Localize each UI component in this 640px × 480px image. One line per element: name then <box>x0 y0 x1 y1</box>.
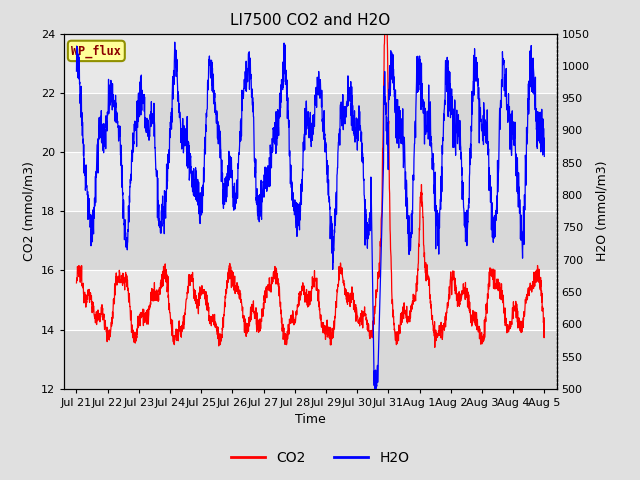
Title: LI7500 CO2 and H2O: LI7500 CO2 and H2O <box>230 13 390 28</box>
Bar <box>64 93 557 152</box>
Legend: CO2, H2O: CO2, H2O <box>225 445 415 471</box>
Text: WP_flux: WP_flux <box>72 44 121 58</box>
Y-axis label: CO2 (mmol/m3): CO2 (mmol/m3) <box>22 161 35 261</box>
X-axis label: Time: Time <box>295 413 326 426</box>
Bar <box>64 211 557 270</box>
Bar <box>64 270 557 330</box>
Bar <box>64 34 557 93</box>
Bar <box>64 330 557 389</box>
Y-axis label: H2O (mmol/m3): H2O (mmol/m3) <box>595 161 608 262</box>
Bar <box>64 152 557 211</box>
